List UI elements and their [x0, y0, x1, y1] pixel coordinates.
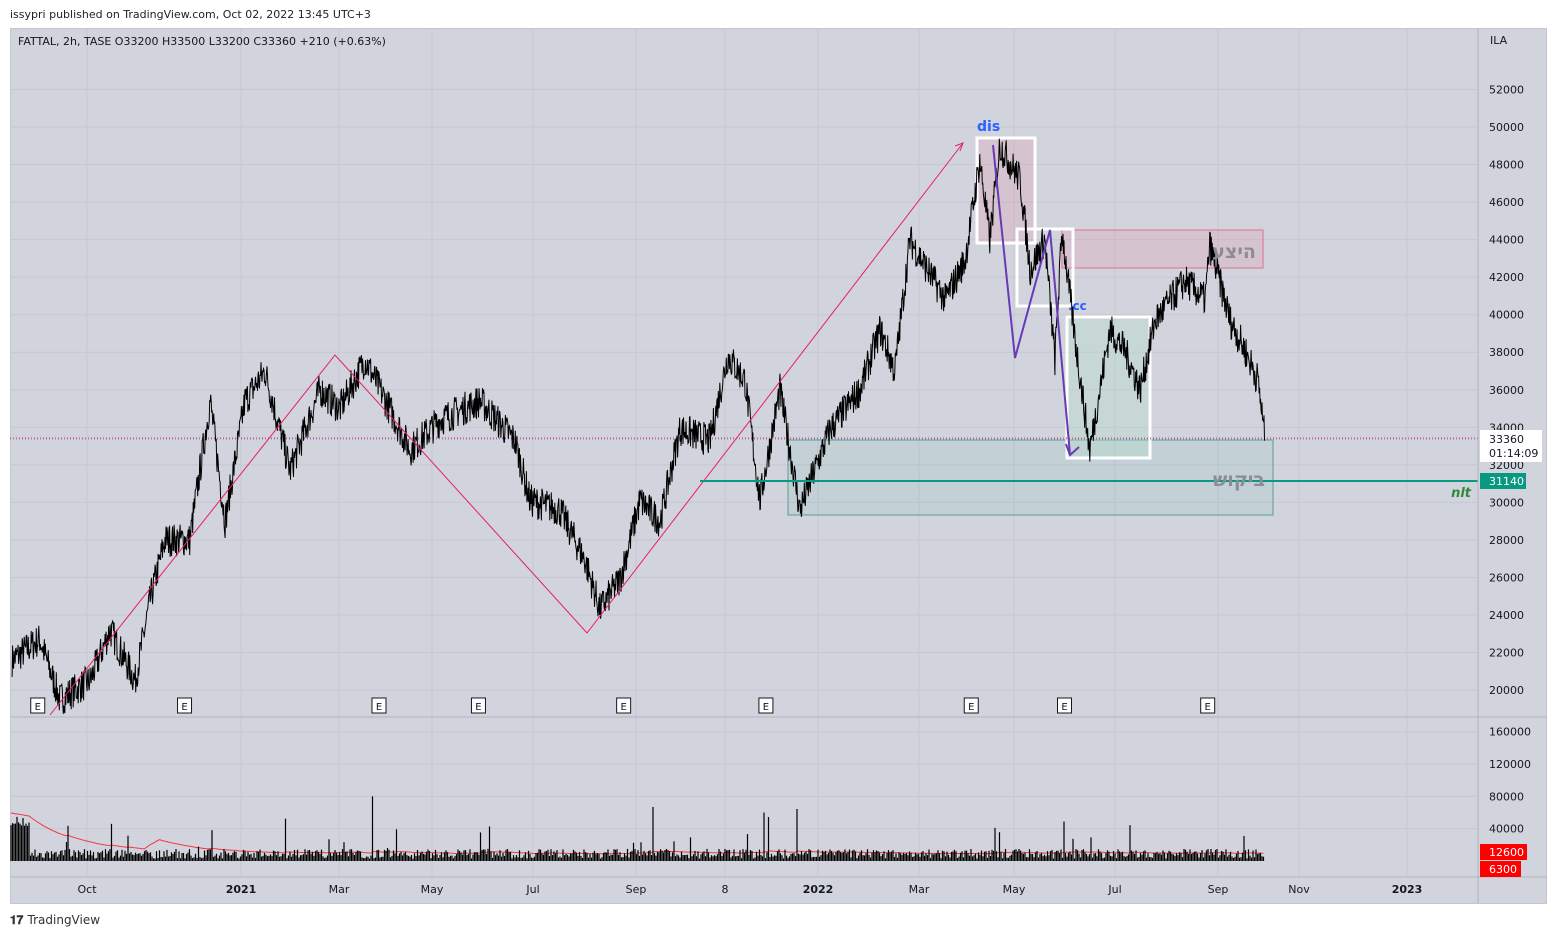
price-tick-label: 32000	[1489, 459, 1524, 472]
arrow-head-icon	[954, 142, 964, 152]
level-price-tag	[1480, 473, 1526, 489]
earnings-icon: E	[376, 702, 382, 713]
supply-zone[interactable]	[1061, 229, 1264, 269]
price-tick-label: 24000	[1489, 609, 1524, 622]
last-price-value: 33360	[1489, 433, 1524, 446]
time-tick-label: 2023	[1392, 883, 1423, 896]
price-tick-label: 48000	[1489, 159, 1524, 172]
volume-bars	[10, 796, 1265, 861]
label-nlt: nlt	[1451, 486, 1472, 501]
label-dis: dis	[977, 119, 1000, 135]
price-tick-label: 28000	[1489, 534, 1524, 547]
box-2[interactable]	[1015, 227, 1075, 308]
label-cc: .cc	[1068, 299, 1087, 313]
price-tick-label: 38000	[1489, 346, 1524, 359]
price-tick-label: 46000	[1489, 196, 1524, 209]
earnings-marker	[1057, 697, 1072, 714]
logo-text: TradingView	[27, 913, 101, 927]
price-axis[interactable]: 2000022000240002600028000300003200034000…	[1489, 83, 1531, 835]
volume-ma-value: 6300	[1489, 863, 1517, 876]
level-price-value: 31140	[1489, 475, 1524, 488]
earnings-marker	[177, 697, 193, 714]
zigzag-drawing[interactable]	[49, 142, 964, 716]
label-supply: היצע	[1212, 241, 1256, 263]
time-axis[interactable]: Oct 2021 Mar May Jul Sep 8 2022 Mar May Jul Sep Nov 2…	[77, 883, 1422, 896]
earnings-icon: E	[181, 702, 187, 713]
price-tick-label: 36000	[1489, 384, 1524, 397]
time-tick-label: May	[421, 883, 444, 896]
time-tick-label: Jul	[1107, 883, 1121, 896]
demand-zone[interactable]	[787, 439, 1274, 516]
price-tick-label: 30000	[1489, 496, 1524, 509]
time-tick-label: Sep	[626, 883, 647, 896]
time-tick-label: Sep	[1208, 883, 1229, 896]
volume-value: 12600	[1489, 846, 1524, 859]
volume-tick-label: 120000	[1489, 758, 1531, 771]
currency-label: ILA	[1490, 34, 1508, 47]
time-tick-label: Jul	[525, 883, 539, 896]
earnings-icon: E	[1061, 702, 1067, 713]
earnings-icon: E	[968, 702, 974, 713]
volume-tick-label: 40000	[1489, 823, 1524, 836]
price-tick-label: 42000	[1489, 271, 1524, 284]
earnings-marker	[963, 697, 979, 714]
published-caption: issypri published on TradingView.com, Oc…	[10, 8, 371, 21]
earnings-marker	[30, 697, 46, 714]
earnings-icon: E	[35, 702, 41, 713]
grid	[10, 28, 1478, 877]
time-tick-label: 8	[722, 883, 729, 896]
volume-tick-label: 80000	[1489, 790, 1524, 803]
volume-ma-tag	[1480, 861, 1521, 877]
chart-frame[interactable]	[10, 28, 1547, 904]
earnings-icon: E	[475, 702, 481, 713]
symbol-legend[interactable]: FATTAL, 2h, TASE O33200 H33500 L33200 C3…	[18, 35, 386, 48]
price-tick-label: 50000	[1489, 121, 1524, 134]
earnings-marker	[470, 697, 486, 714]
label-demand: ביקוש	[1213, 469, 1265, 491]
price-tick-label: 20000	[1489, 684, 1524, 697]
earnings-marker	[616, 697, 632, 714]
price-tick-label: 22000	[1489, 647, 1524, 660]
earnings-marker	[758, 697, 774, 714]
price-tick-label: 52000	[1489, 83, 1524, 96]
volume-tick-label: 160000	[1489, 726, 1531, 739]
time-tick-label: 2022	[803, 883, 834, 896]
earnings-marker	[371, 697, 387, 714]
purple-path-drawing[interactable]	[992, 144, 1071, 456]
time-tick-label: Nov	[1288, 883, 1310, 896]
time-tick-label: Mar	[909, 883, 930, 896]
earnings-icon: E	[763, 702, 769, 713]
price-tick-label: 40000	[1489, 309, 1524, 322]
last-price-tag	[1480, 430, 1542, 462]
tradingview-logo[interactable]: 𝟏𝟕 TradingView	[10, 913, 100, 928]
earnings-icon: E	[620, 702, 626, 713]
price-tick-label: 26000	[1489, 571, 1524, 584]
purple-arrow-head-icon	[1065, 443, 1080, 457]
logo-icon: 𝟏𝟕	[10, 913, 28, 927]
volume-tag	[1480, 844, 1527, 860]
price-series	[11, 138, 1266, 714]
time-tick-label: May	[1003, 883, 1026, 896]
time-tick-label: Oct	[77, 883, 97, 896]
bar-countdown: 01:14:09	[1489, 447, 1538, 460]
time-tick-label: 2021	[226, 883, 257, 896]
earnings-marker	[1200, 697, 1216, 714]
price-tick-label: 44000	[1489, 234, 1524, 247]
time-tick-label: Mar	[329, 883, 350, 896]
earnings-icon: E	[1205, 702, 1211, 713]
